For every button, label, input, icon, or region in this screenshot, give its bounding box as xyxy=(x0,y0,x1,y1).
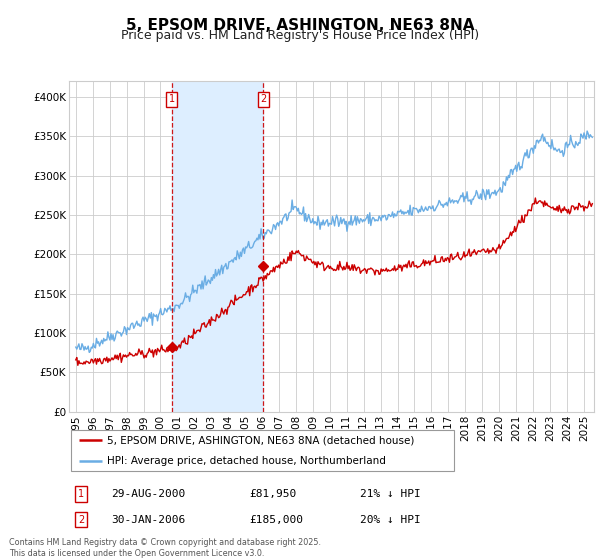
Text: £81,950: £81,950 xyxy=(249,489,296,499)
Text: 29-AUG-2000: 29-AUG-2000 xyxy=(111,489,185,499)
Text: Price paid vs. HM Land Registry's House Price Index (HPI): Price paid vs. HM Land Registry's House … xyxy=(121,29,479,42)
Text: £185,000: £185,000 xyxy=(249,515,303,525)
Text: 2: 2 xyxy=(78,515,84,525)
Text: 20% ↓ HPI: 20% ↓ HPI xyxy=(360,515,421,525)
Text: 30-JAN-2006: 30-JAN-2006 xyxy=(111,515,185,525)
Text: Contains HM Land Registry data © Crown copyright and database right 2025.
This d: Contains HM Land Registry data © Crown c… xyxy=(9,538,321,558)
Text: 21% ↓ HPI: 21% ↓ HPI xyxy=(360,489,421,499)
Text: 5, EPSOM DRIVE, ASHINGTON, NE63 8NA: 5, EPSOM DRIVE, ASHINGTON, NE63 8NA xyxy=(126,18,474,33)
Text: 1: 1 xyxy=(169,95,175,104)
FancyBboxPatch shape xyxy=(71,430,454,471)
Text: 2: 2 xyxy=(260,95,266,104)
Bar xyxy=(172,81,263,412)
Text: 1: 1 xyxy=(78,489,84,499)
Text: 5, EPSOM DRIVE, ASHINGTON, NE63 8NA (detached house): 5, EPSOM DRIVE, ASHINGTON, NE63 8NA (det… xyxy=(107,435,415,445)
Text: HPI: Average price, detached house, Northumberland: HPI: Average price, detached house, Nort… xyxy=(107,456,386,466)
